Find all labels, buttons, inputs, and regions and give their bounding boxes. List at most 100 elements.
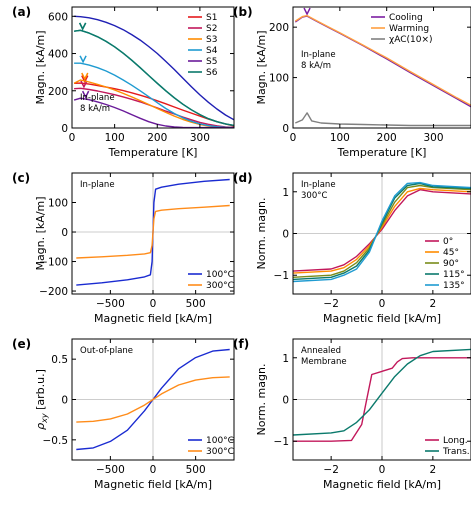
- y-tick-label: 600: [48, 11, 68, 23]
- x-tick-label: 500: [186, 464, 206, 476]
- series-line-300C: [76, 204, 230, 259]
- y-axis-label: Norm. magn.: [255, 364, 268, 436]
- x-tick-label: 0: [150, 298, 157, 310]
- legend-label: S2: [206, 24, 217, 34]
- x-tick-label: −500: [96, 298, 125, 310]
- x-tick-label: −2: [323, 298, 338, 310]
- y-tick-label: 0.5: [51, 354, 68, 366]
- legend-label: 100°C: [206, 436, 234, 446]
- annotation-text: Annealed: [301, 346, 341, 356]
- legend-label: 115°: [443, 270, 465, 280]
- transition-marker: [80, 80, 88, 89]
- x-tick-label: 0: [150, 464, 157, 476]
- series-line-300C: [76, 376, 230, 423]
- legend-label: 45°: [443, 248, 459, 258]
- y-tick-label: 0: [282, 123, 289, 135]
- series-line-unlabeled-7: [74, 15, 235, 121]
- annotation-text: Out-of-plane: [80, 346, 133, 356]
- x-axis-label: Magnetic field [kA/m]: [94, 478, 212, 491]
- panel-f: −2 0 2 −1 0 1 Magnetic field [kA/m] Norm. magn.…: [233, 337, 471, 491]
- x-tick-label: 500: [186, 298, 206, 310]
- y-tick-label: −200: [39, 286, 68, 298]
- y-tick-label: 400: [48, 49, 68, 61]
- legend-label: 300°C: [206, 281, 234, 291]
- x-axis-label: Temperature [K]: [108, 146, 198, 159]
- y-tick-label: 1: [282, 353, 289, 365]
- x-tick-label: 0: [379, 298, 386, 310]
- x-tick-label: 200: [147, 132, 167, 144]
- panel-letter: (b): [233, 5, 253, 19]
- legend: 0°45°90°115°135°: [425, 237, 465, 291]
- y-axis-label: Magn. [kA/m]: [255, 30, 268, 104]
- panel-e: −500 0 500 −0.5 0 0.5 Magnetic field [kA/m] ρxy…: [12, 337, 235, 491]
- x-tick-label: 2: [430, 464, 437, 476]
- legend-label: 0°: [443, 237, 453, 247]
- x-tick-label: 100: [105, 132, 125, 144]
- transition-marker: [303, 7, 311, 16]
- y-tick-label: 200: [48, 86, 68, 98]
- legend-label: S6: [206, 68, 218, 78]
- panel-c: −500 0 500 −200 −100 0 100 Magnetic field [kA/m…: [12, 171, 235, 325]
- transition-marker: [81, 90, 90, 99]
- x-tick-label: 0: [379, 464, 386, 476]
- x-tick-label: 300: [424, 132, 444, 144]
- x-tick-label: 100: [330, 132, 350, 144]
- series-line-45: [292, 187, 471, 274]
- y-tick-label: −1: [274, 436, 289, 448]
- y-tick-label: 1: [282, 187, 289, 199]
- series-line-S6: [74, 29, 235, 127]
- y-tick-label: 0: [61, 227, 68, 239]
- legend: Long.Trans.: [425, 436, 470, 457]
- y-tick-label: 0: [61, 395, 68, 407]
- series-line-0: [292, 188, 471, 272]
- panel-b: 0 100 200 300 0 100 200 Temperature [K] Magn. [k…: [233, 5, 471, 159]
- panel-letter: (e): [12, 337, 31, 351]
- legend-label: 300°C: [206, 447, 234, 457]
- x-axis-label: Magnetic field [kA/m]: [323, 312, 441, 325]
- legend-label: 100°C: [206, 270, 234, 280]
- x-axis-label: Magnetic field [kA/m]: [323, 478, 441, 491]
- y-tick-label: 200: [269, 22, 289, 34]
- y-axis-label: Magn. [kA/m]: [34, 30, 47, 104]
- legend-label: 90°: [443, 259, 459, 269]
- x-axis-label: Temperature [K]: [337, 146, 427, 159]
- y-axis-label: ρxy [arb.u.]: [34, 369, 49, 430]
- legend-label: Trans.: [442, 447, 470, 457]
- annotation-text: Membrane: [301, 357, 347, 367]
- panel-letter: (d): [233, 171, 253, 185]
- x-tick-label: 200: [377, 132, 397, 144]
- x-axis-label: Magnetic field [kA/m]: [94, 312, 212, 325]
- annotation-text: 300°C: [301, 191, 327, 201]
- y-tick-label: −100: [39, 257, 68, 269]
- legend-label: 135°: [443, 281, 465, 291]
- y-tick-label: 0: [61, 123, 68, 135]
- panel-a: 0 100 200 300 0 200 400 600 Temperature [K] Magn.…: [12, 5, 235, 159]
- series-line-90: [292, 184, 471, 278]
- legend-label: S5: [206, 57, 217, 67]
- legend-label: Cooling: [389, 13, 423, 23]
- panel-letter: (a): [12, 5, 31, 19]
- series-line-AC10: [295, 112, 471, 127]
- x-tick-label: 0: [290, 132, 297, 144]
- y-tick-label: 100: [269, 73, 289, 85]
- series-line-Trans: [292, 348, 471, 436]
- plot-frame: [71, 6, 235, 129]
- legend-label: S1: [206, 13, 217, 23]
- transition-marker: [81, 72, 89, 81]
- y-axis-label: Magn. [kA/m]: [34, 196, 47, 270]
- y-tick-label: −0.5: [43, 435, 69, 447]
- annotation-text: In-plane: [301, 50, 336, 60]
- y-axis-label: Norm. magn.: [255, 198, 268, 270]
- legend-label: Warming: [389, 24, 429, 34]
- panel-letter: (c): [12, 171, 30, 185]
- annotation-text: In-plane: [80, 93, 115, 103]
- transition-marker: [79, 55, 87, 64]
- annotation-text: In-plane: [80, 180, 115, 190]
- legend-label: Long.: [443, 436, 468, 446]
- series-line-115: [292, 182, 471, 281]
- y-tick-label: 0: [282, 395, 289, 407]
- annotation-text: 8 kA/m: [80, 104, 110, 114]
